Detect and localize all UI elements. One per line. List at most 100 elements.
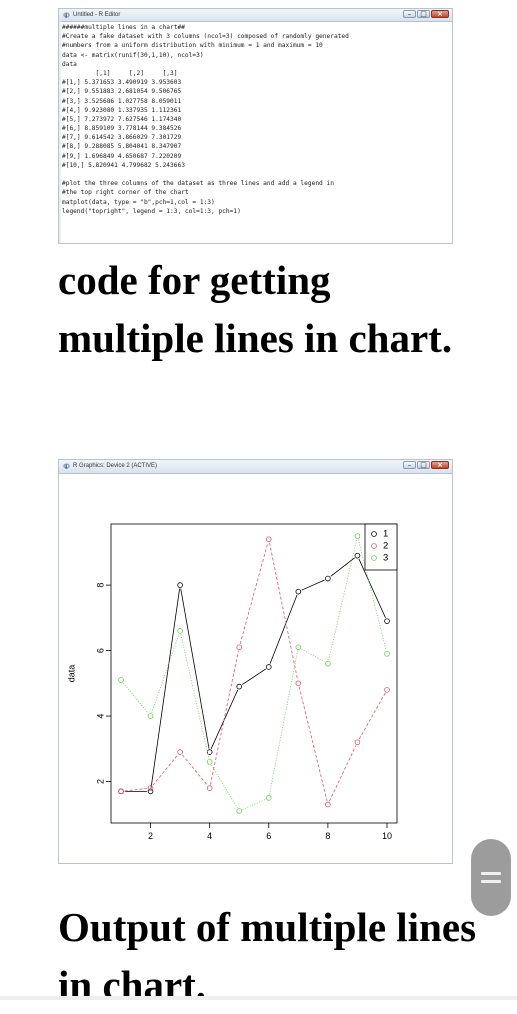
code-line: #[6,] 8.859109 3.778144 9.384526 bbox=[62, 125, 182, 133]
series-2-point bbox=[384, 687, 390, 693]
close-icon: × bbox=[437, 10, 443, 18]
minimize-icon: – bbox=[407, 461, 412, 469]
series-2-point bbox=[177, 749, 183, 755]
code-line: #plot the three columns of the dataset a… bbox=[62, 180, 334, 188]
series-3-point bbox=[236, 808, 243, 814]
code-line: #the top right corner of the chart bbox=[62, 189, 189, 197]
editor-gutter bbox=[59, 21, 61, 243]
series-2-segment bbox=[298, 686, 328, 802]
maximize-icon: □ bbox=[420, 461, 427, 469]
series-3-segment bbox=[301, 648, 325, 663]
editor-titlebar[interactable]: Untitled - R Editor – □ × bbox=[59, 9, 452, 22]
code-line: ######multiple lines in a chart## bbox=[62, 24, 185, 31]
series-1-point bbox=[177, 582, 183, 588]
series-2-point bbox=[325, 801, 331, 808]
series-1-segment bbox=[241, 668, 267, 685]
y-tick-label: 4 bbox=[95, 714, 105, 719]
legend-marker-2 bbox=[371, 543, 377, 549]
code-line: legend("topright", legend = 1:3, col=1:3… bbox=[62, 207, 241, 215]
series-1-point bbox=[354, 552, 361, 559]
r-logo-icon bbox=[63, 12, 70, 18]
series-3-point bbox=[177, 628, 183, 634]
code-line: [,1] [,2] [,3] bbox=[62, 69, 178, 77]
series-3-segment bbox=[328, 539, 358, 661]
x-tick-label: 10 bbox=[382, 831, 392, 841]
minimize-icon: – bbox=[407, 10, 412, 18]
series-1-point bbox=[295, 588, 302, 595]
graphics-title: R Graphics: Device 2 (ACTIVE) bbox=[73, 463, 158, 469]
graphics-minimize-button[interactable]: – bbox=[403, 461, 416, 469]
series-1-point bbox=[236, 683, 243, 690]
series-1-point bbox=[325, 575, 331, 582]
series-2-point bbox=[118, 788, 124, 795]
code-line: data bbox=[62, 60, 77, 68]
series-1-segment bbox=[150, 588, 180, 788]
series-2-point bbox=[147, 785, 154, 791]
series-2-segment bbox=[182, 754, 208, 786]
y-axis-label: data bbox=[66, 665, 76, 683]
editor-close-button[interactable]: × bbox=[431, 10, 449, 18]
series-2-segment bbox=[124, 788, 148, 792]
code-line: matplot(data, type = "b",pch=1,col = 1:3… bbox=[62, 198, 215, 206]
series-2-segment bbox=[329, 745, 357, 802]
page-bottom-edge bbox=[0, 996, 517, 1000]
series-1-point bbox=[384, 618, 390, 624]
series-1-segment bbox=[358, 558, 386, 619]
plot-frame bbox=[110, 523, 398, 824]
code-line: #[4,] 9.923080 1.337935 1.112361 bbox=[62, 106, 182, 114]
series-3-point bbox=[265, 795, 272, 801]
series-3-segment bbox=[180, 634, 210, 759]
code-line: #[10,] 5.820941 4.799682 5.243663 bbox=[62, 161, 185, 169]
code-line: data <- matrix(runif(30,1,10), ncol=3) bbox=[62, 51, 204, 59]
legend-label-2: 2 bbox=[383, 541, 388, 552]
scroll-handle-icon bbox=[481, 872, 501, 875]
caption-output: Output of multiple lines in chart. bbox=[58, 904, 477, 1008]
series-3-point bbox=[354, 533, 361, 539]
series-1-segment bbox=[269, 594, 298, 664]
x-tick-label: 4 bbox=[207, 831, 212, 841]
legend-marker-1 bbox=[371, 531, 377, 537]
legend-label-1: 1 bbox=[383, 529, 388, 540]
code-line: #Create a fake dataset with 3 columns (n… bbox=[62, 33, 349, 41]
series-3-point bbox=[295, 644, 302, 651]
graphics-maximize-button[interactable]: □ bbox=[417, 461, 430, 469]
series-1-segment bbox=[330, 557, 355, 577]
code-line: #[9,] 1.696849 4.650687 7.220209 bbox=[62, 152, 182, 160]
caption-code: code for getting multiple lines in chart… bbox=[58, 257, 453, 361]
series-2-point bbox=[295, 680, 302, 687]
scroll-handle-icon-line bbox=[481, 880, 501, 883]
close-icon: × bbox=[437, 461, 443, 469]
r-logo-icon bbox=[63, 463, 70, 469]
series-2-segment bbox=[358, 692, 386, 740]
x-tick-label: 8 bbox=[325, 831, 330, 841]
legend-box bbox=[364, 523, 398, 571]
maximize-icon: □ bbox=[420, 10, 427, 18]
graphics-close-button[interactable]: × bbox=[431, 461, 449, 469]
series-2-segment bbox=[210, 650, 239, 785]
editor-maximize-button[interactable]: □ bbox=[417, 10, 430, 18]
series-1-segment bbox=[301, 579, 325, 591]
scroll-handle-button[interactable] bbox=[471, 839, 511, 916]
series-2-segment bbox=[152, 754, 179, 786]
series-3-segment bbox=[242, 798, 266, 810]
series-3-segment bbox=[269, 650, 299, 795]
code-line: #[2,] 9.551883 2.681054 9.506765 bbox=[62, 88, 182, 96]
series-3-segment bbox=[357, 539, 387, 651]
series-1-point bbox=[265, 664, 272, 670]
series-2-point bbox=[206, 785, 213, 791]
code-line bbox=[62, 170, 452, 179]
code-line: #[7,] 9.614542 3.866029 7.301729 bbox=[62, 134, 182, 142]
editor-minimize-button[interactable]: – bbox=[403, 10, 416, 18]
series-3-point bbox=[206, 759, 213, 765]
code-text-area[interactable]: ######multiple lines in a chart## #Create… bbox=[59, 22, 452, 216]
y-tick-label: 6 bbox=[95, 648, 105, 653]
code-line: #[3,] 3.525686 1.027758 8.059011 bbox=[62, 97, 182, 105]
series-2-segment bbox=[269, 542, 299, 680]
code-line: #[1,] 5.371653 3.490919 3.953603 bbox=[62, 79, 182, 87]
editor-title: Untitled - R Editor bbox=[73, 12, 121, 18]
r-editor-window: Untitled - R Editor – □ × ######multiple… bbox=[58, 8, 453, 244]
graphics-titlebar[interactable]: R Graphics: Device 2 (ACTIVE) – □ × bbox=[59, 460, 452, 474]
code-line: #[5,] 7.273972 7.627546 1.174340 bbox=[62, 115, 182, 123]
x-tick-label: 6 bbox=[266, 831, 271, 841]
